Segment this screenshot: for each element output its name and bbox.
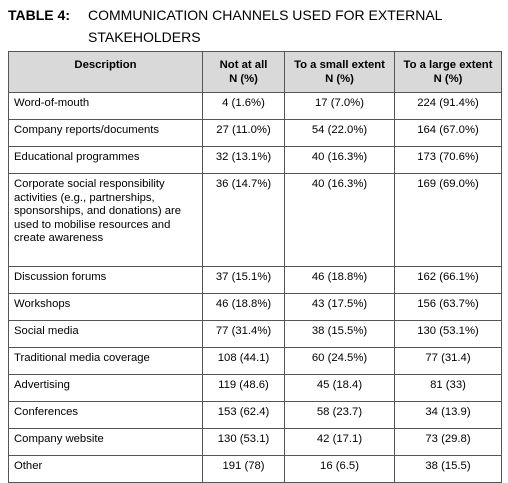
cell-small-extent: 42 (17.1): [284, 428, 395, 456]
table-row: Educational programmes 32 (13.1%) 40 (16…: [8, 146, 502, 174]
cell-large-extent: 224 (91.4%): [394, 92, 502, 120]
cell-description: Other: [8, 455, 203, 483]
cell-description: Traditional media coverage: [8, 347, 203, 375]
table-label: TABLE 4:: [8, 7, 70, 23]
cell-not-at-all: 37 (15.1%): [202, 266, 285, 294]
header-small-extent-label: To a small extent: [294, 59, 385, 71]
header-description: Description: [8, 51, 203, 93]
cell-not-at-all: 130 (53.1): [202, 428, 285, 456]
cell-not-at-all: 119 (48.6): [202, 374, 285, 402]
cell-description: Social media: [8, 320, 203, 348]
communication-channels-table: Description Not at all N (%) To a small …: [8, 51, 502, 483]
cell-large-extent: 164 (67.0%): [394, 119, 502, 147]
cell-not-at-all: 153 (62.4): [202, 401, 285, 429]
header-row: Description Not at all N (%) To a small …: [8, 51, 502, 93]
cell-small-extent: 40 (16.3%): [284, 173, 395, 267]
cell-small-extent: 40 (16.3%): [284, 146, 395, 174]
document-page: TABLE 4: COMMUNICATION CHANNELS USED FOR …: [8, 4, 502, 483]
cell-small-extent: 54 (22.0%): [284, 119, 395, 147]
header-not-at-all-label: Not at all: [219, 59, 268, 71]
cell-description: Advertising: [8, 374, 203, 402]
table-row: Traditional media coverage 108 (44.1) 60…: [8, 347, 502, 375]
table-row: Discussion forums 37 (15.1%) 46 (18.8%) …: [8, 266, 502, 294]
cell-description: Company website: [8, 428, 203, 456]
table-body: Word-of-mouth 4 (1.6%) 17 (7.0%) 224 (91…: [8, 92, 502, 483]
cell-large-extent: 81 (33): [394, 374, 502, 402]
cell-not-at-all: 46 (18.8%): [202, 293, 285, 321]
cell-not-at-all: 108 (44.1): [202, 347, 285, 375]
cell-not-at-all: 191 (78): [202, 455, 285, 483]
cell-description: Workshops: [8, 293, 203, 321]
table-row: Company reports/documents 27 (11.0%) 54 …: [8, 119, 502, 147]
table-header: Description Not at all N (%) To a small …: [8, 51, 502, 93]
cell-large-extent: 156 (63.7%): [394, 293, 502, 321]
cell-small-extent: 46 (18.8%): [284, 266, 395, 294]
cell-description: Educational programmes: [8, 146, 203, 174]
cell-large-extent: 38 (15.5): [394, 455, 502, 483]
table-row: Social media 77 (31.4%) 38 (15.5%) 130 (…: [8, 320, 502, 348]
cell-small-extent: 45 (18.4): [284, 374, 395, 402]
header-not-at-all: Not at all N (%): [202, 51, 285, 93]
header-large-extent-unit: N (%): [433, 72, 463, 85]
table-row: Conferences 153 (62.4) 58 (23.7) 34 (13.…: [8, 401, 502, 429]
cell-large-extent: 34 (13.9): [394, 401, 502, 429]
cell-small-extent: 58 (23.7): [284, 401, 395, 429]
cell-description: Discussion forums: [8, 266, 203, 294]
header-small-extent-unit: N (%): [325, 72, 354, 85]
table-row: Other 191 (78) 16 (6.5) 38 (15.5): [8, 455, 502, 483]
cell-large-extent: 77 (31.4): [394, 347, 502, 375]
cell-description: Conferences: [8, 401, 203, 429]
table-row: Corporate social responsibility activiti…: [8, 173, 502, 267]
caption-line-2: STAKEHOLDERS: [88, 29, 201, 45]
cell-not-at-all: 4 (1.6%): [202, 92, 285, 120]
cell-not-at-all: 77 (31.4%): [202, 320, 285, 348]
cell-not-at-all: 32 (13.1%): [202, 146, 285, 174]
cell-small-extent: 17 (7.0%): [284, 92, 395, 120]
table-row: Workshops 46 (18.8%) 43 (17.5%) 156 (63.…: [8, 293, 502, 321]
header-large-extent-label: To a large extent: [403, 59, 493, 71]
table-row: Company website 130 (53.1) 42 (17.1) 73 …: [8, 428, 502, 456]
header-small-extent: To a small extent N (%): [284, 51, 395, 93]
cell-not-at-all: 36 (14.7%): [202, 173, 285, 267]
cell-description: Company reports/documents: [8, 119, 203, 147]
cell-small-extent: 16 (6.5): [284, 455, 395, 483]
cell-large-extent: 73 (29.8): [394, 428, 502, 456]
cell-small-extent: 60 (24.5%): [284, 347, 395, 375]
header-large-extent: To a large extent N (%): [394, 51, 502, 93]
cell-small-extent: 38 (15.5%): [284, 320, 395, 348]
cell-description: Corporate social responsibility activiti…: [8, 173, 203, 267]
table-title: COMMUNICATION CHANNELS USED FOR EXTERNAL: [88, 7, 443, 23]
header-description-label: Description: [74, 59, 137, 71]
cell-not-at-all: 27 (11.0%): [202, 119, 285, 147]
cell-large-extent: 162 (66.1%): [394, 266, 502, 294]
header-not-at-all-unit: N (%): [229, 72, 258, 85]
caption-line-1: TABLE 4: COMMUNICATION CHANNELS USED FOR …: [8, 4, 442, 26]
cell-large-extent: 130 (53.1%): [394, 320, 502, 348]
cell-large-extent: 169 (69.0%): [394, 173, 502, 267]
table-caption: TABLE 4: COMMUNICATION CHANNELS USED FOR …: [8, 4, 442, 48]
table-row: Advertising 119 (48.6) 45 (18.4) 81 (33): [8, 374, 502, 402]
cell-small-extent: 43 (17.5%): [284, 293, 395, 321]
cell-description: Word-of-mouth: [8, 92, 203, 120]
table-row: Word-of-mouth 4 (1.6%) 17 (7.0%) 224 (91…: [8, 92, 502, 120]
cell-large-extent: 173 (70.6%): [394, 146, 502, 174]
